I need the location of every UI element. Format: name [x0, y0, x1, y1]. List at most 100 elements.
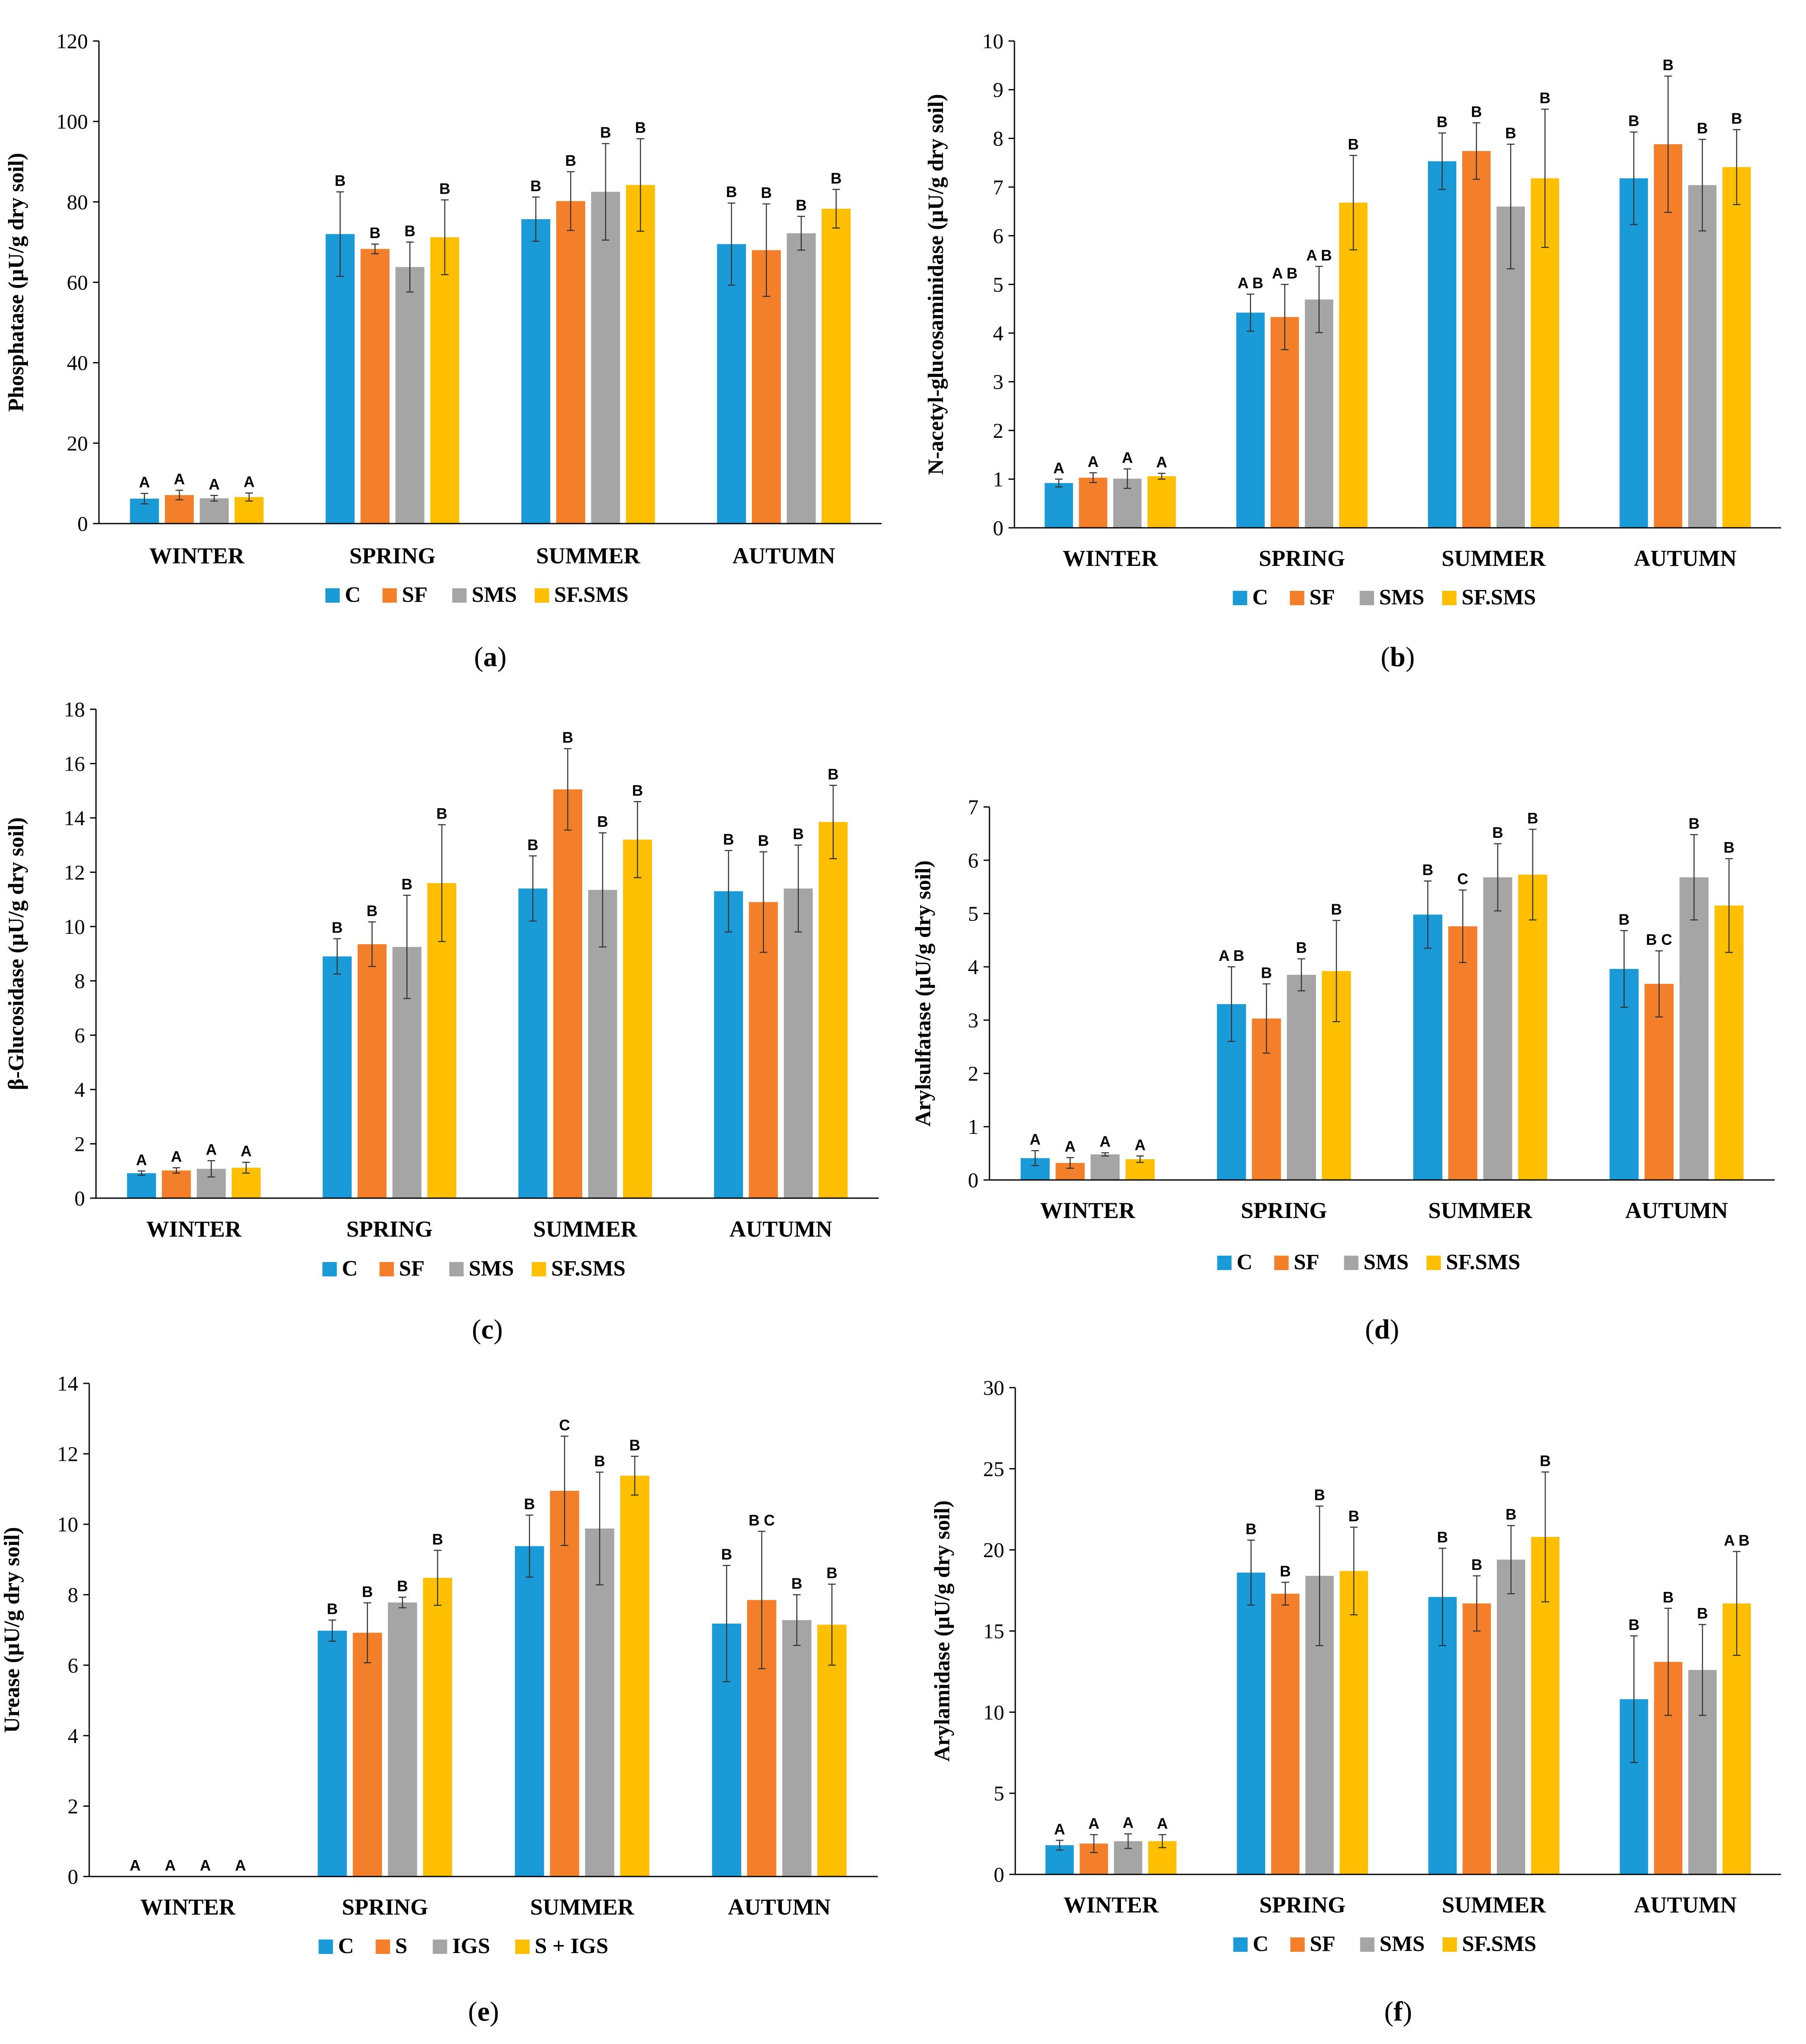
y-tick-label: 5	[993, 273, 1003, 296]
legend-label: C	[345, 583, 361, 607]
chart-panel-a: 0 20 40 60 80 100 120 Phosphatase (µU/g dry soi…	[4, 29, 882, 672]
significance-label: B	[1663, 56, 1674, 74]
significance-label: B	[1314, 1486, 1325, 1504]
bar-c	[326, 234, 355, 524]
bar-sf-sms	[1518, 875, 1548, 1180]
y-tick-label: 4	[74, 1078, 85, 1101]
significance-label: B	[826, 1564, 837, 1582]
x-category-label: SUMMER	[1442, 546, 1546, 571]
legend-swatch-sf	[382, 588, 397, 603]
significance-label: B	[397, 1578, 408, 1595]
legend-label: SF	[1294, 1250, 1320, 1274]
x-category-label: SUMMER	[1428, 1198, 1533, 1223]
legend-swatch-c	[322, 1262, 337, 1276]
y-tick-label: 15	[983, 1619, 1004, 1643]
y-tick-label: 8	[993, 126, 1003, 150]
bar-sms	[784, 888, 813, 1198]
bar-c	[1237, 1572, 1266, 1874]
bar-sms	[591, 192, 620, 524]
bar-sf	[550, 1491, 579, 1877]
y-tick-label: 1	[968, 1115, 978, 1139]
significance-label: B	[334, 172, 345, 189]
significance-label: A B	[1306, 247, 1332, 264]
bar-sf-sms	[623, 840, 652, 1198]
bar-sf	[1462, 1603, 1491, 1874]
significance-label: B	[404, 222, 415, 239]
significance-label: A	[1088, 1815, 1099, 1832]
y-tick-label: 1	[993, 467, 1003, 491]
y-tick-label: 2	[68, 1794, 78, 1818]
y-tick-label: 80	[67, 190, 88, 214]
significance-label: B	[401, 875, 412, 893]
bar-sms	[1688, 185, 1717, 528]
significance-label: B	[828, 765, 839, 783]
y-tick-label: 25	[983, 1457, 1004, 1481]
significance-label: A	[1122, 449, 1133, 466]
legend-label: SMS	[1380, 1932, 1425, 1956]
legend-label: C	[342, 1257, 358, 1281]
significance-label: B	[1731, 110, 1742, 127]
significance-label: A	[1030, 1131, 1041, 1148]
y-tick-label: 40	[67, 351, 88, 375]
legend-label: SF	[402, 583, 428, 607]
significance-label: B	[758, 832, 769, 849]
bar-c	[717, 244, 746, 524]
significance-label: B	[1697, 1605, 1708, 1622]
legend-label: C	[338, 1934, 354, 1958]
panel-label: (d)	[1365, 1314, 1399, 1345]
x-category-label: SUMMER	[1442, 1892, 1546, 1918]
significance-label: A	[165, 1857, 176, 1874]
significance-label: B	[1505, 124, 1516, 142]
bar-sf	[162, 1170, 191, 1198]
x-category-label: SPRING	[1241, 1198, 1327, 1223]
x-category-label: WINTER	[1040, 1198, 1136, 1223]
significance-label: B	[362, 1583, 373, 1600]
significance-label: B	[1437, 113, 1448, 131]
legend: C SF SMS SF.SMS	[1233, 585, 1536, 609]
y-tick-label: 4	[993, 321, 1003, 345]
significance-label: B	[761, 184, 772, 201]
bar-c	[1428, 161, 1457, 528]
significance-label: B	[1688, 815, 1699, 832]
bar-c	[1044, 483, 1073, 528]
legend-label: SMS	[472, 583, 517, 607]
y-tick-label: 10	[57, 1512, 78, 1536]
significance-label: B	[1628, 112, 1639, 129]
legend: C S IGS S + IGS	[318, 1934, 608, 1958]
significance-label: B	[327, 1600, 338, 1618]
y-tick-label: 4	[68, 1724, 78, 1748]
legend-swatch-sf	[1274, 1256, 1289, 1270]
legend-label: IGS	[452, 1934, 491, 1958]
bar-sms	[1304, 299, 1333, 528]
legend-swatch-sf	[1290, 1937, 1305, 1952]
bar-sf-sms	[626, 185, 655, 524]
chart-panel-c: 0 2 4 6 8 10 12 14 16 18 β-Glucosidase (µU/g dry s…	[4, 697, 879, 1345]
legend-label: C	[1252, 585, 1269, 609]
significance-label: B	[1540, 89, 1551, 107]
significance-label: A	[1123, 1814, 1134, 1831]
x-category-label: WINTER	[140, 1894, 236, 1920]
bar-c	[1620, 178, 1648, 528]
significance-label: C	[559, 1416, 570, 1434]
y-tick-label: 8	[74, 969, 85, 993]
legend-swatch-sf-sms	[534, 588, 549, 603]
significance-label: B	[796, 197, 807, 214]
significance-label: B	[1471, 1556, 1482, 1573]
significance-label: B	[370, 224, 381, 241]
significance-label: B	[1697, 120, 1708, 137]
significance-label: A	[130, 1857, 141, 1874]
bar-c	[323, 956, 352, 1198]
legend-swatch-sf-sms	[515, 1940, 530, 1954]
panel-label: (a)	[474, 642, 507, 672]
legend-swatch-c	[1217, 1256, 1232, 1270]
legend-label: SF	[1310, 1932, 1336, 1956]
y-tick-label: 0	[994, 1863, 1004, 1886]
significance-label: B	[597, 813, 608, 830]
bar-c	[1413, 914, 1442, 1180]
bar-c	[518, 888, 548, 1198]
x-category-label: WINTER	[1063, 546, 1158, 571]
bar-sf	[1271, 1594, 1300, 1874]
y-tick-label: 0	[68, 1865, 78, 1888]
significance-label: B C	[1646, 931, 1672, 948]
x-category-label: AUTUMN	[728, 1894, 830, 1920]
